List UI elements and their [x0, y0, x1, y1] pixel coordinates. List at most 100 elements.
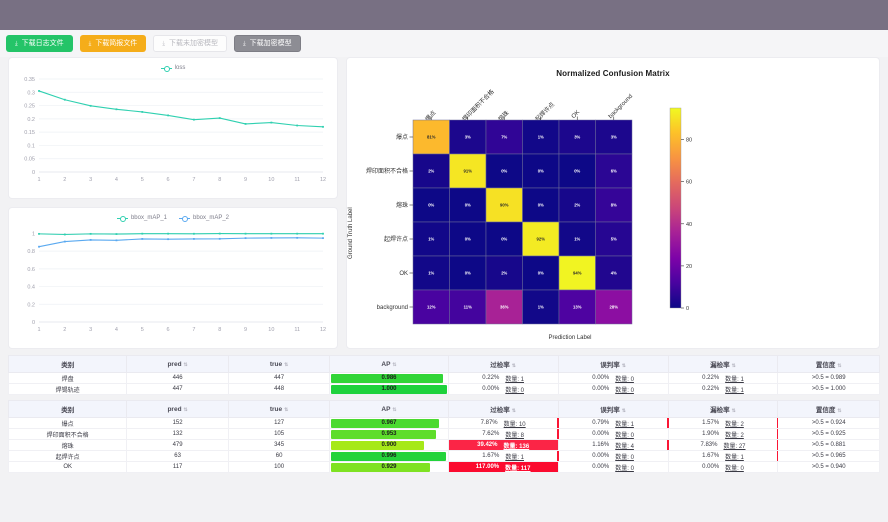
column-header-4[interactable]: 过检率 ⇅	[447, 355, 559, 373]
svg-text:1%: 1%	[574, 237, 580, 242]
column-header-1[interactable]: pred ⇅	[126, 355, 229, 373]
column-header-5[interactable]: 误判率 ⇅	[557, 400, 669, 418]
svg-text:94%: 94%	[573, 271, 582, 276]
download-unencrypted-model-button[interactable]: ⤓ 下载未加密模型	[153, 35, 227, 52]
svg-text:0: 0	[32, 170, 35, 176]
svg-text:0: 0	[32, 320, 35, 326]
legend-item-loss[interactable]: loss	[160, 65, 185, 72]
summary-table: 类别 pred ⇅ true ⇅ AP ⇅ 过检率 ⇅ 误判率 ⇅ 漏检率 ⇅ 置信度 ⇅ 焊盘 446 447 0…	[7, 355, 880, 395]
svg-text:1%: 1%	[428, 271, 434, 276]
ap-bar-fill	[331, 418, 440, 428]
table-row[interactable]: 起焊许点 63 60 0.996 1.67% 数量: 1 0.00% 数量: 0 1.67% 数量…	[7, 450, 880, 462]
confusion-matrix-xlabel: Prediction Label	[548, 335, 592, 341]
table-row[interactable]: 焊盘 446 447 0.986 0.22% 数量: 1 0.00% 数量: 0 0.22% 数量…	[7, 372, 880, 384]
rate-value: 39.42%	[477, 442, 498, 448]
legend-label-bbox-map-1: bbox_mAP_1	[130, 215, 167, 221]
svg-text:1%: 1%	[538, 305, 544, 310]
confusion-matrix-title: Normalized Confusion Matrix	[556, 69, 670, 78]
left-charts-column: loss 0 0.05 0.1 0.15 0.2 0.25 0.3 0.35 1 2 3 4 5 6 7 8 9…	[8, 57, 338, 349]
rate-quantity: 数量: 2	[725, 432, 744, 439]
ap-bar-fill	[331, 384, 447, 394]
sort-icon[interactable]: ⇅	[183, 361, 188, 368]
svg-text:92%: 92%	[537, 237, 546, 242]
sort-icon[interactable]: ⇅	[837, 363, 842, 369]
svg-text:爆点: 爆点	[396, 133, 408, 141]
ap-bar-fill	[331, 440, 424, 450]
cell-over-rate: 1.67% 数量: 1	[447, 450, 559, 462]
column-header-2[interactable]: true ⇅	[227, 355, 331, 373]
cell-true: 448	[227, 383, 331, 395]
column-header-1[interactable]: pred ⇅	[126, 400, 229, 418]
table-row[interactable]: OK 117 100 0.929 117.00% 数量: 117 0.00% 数量: 0 0.0…	[7, 461, 880, 473]
cell-miss-rate: 0.22% 数量: 1	[667, 372, 779, 384]
cell-pred: 132	[126, 428, 229, 440]
cell-miss-rate: 0.00% 数量: 0	[667, 461, 779, 473]
cell-pred: 63	[126, 450, 229, 462]
column-header-label: 漏检率	[710, 407, 730, 414]
sort-icon[interactable]: ⇅	[837, 408, 842, 414]
sort-icon[interactable]: ⇅	[621, 408, 626, 414]
column-header-4[interactable]: 过检率 ⇅	[447, 400, 559, 418]
sort-icon[interactable]: ⇅	[731, 408, 736, 414]
svg-text:36%: 36%	[500, 305, 509, 310]
sort-icon[interactable]: ⇅	[183, 406, 188, 413]
legend-item-bbox-map-1[interactable]: bbox_mAP_1	[116, 215, 167, 222]
column-header-0: 类别	[7, 355, 128, 373]
svg-text:10: 10	[268, 177, 274, 183]
svg-text:4: 4	[115, 177, 118, 183]
svg-text:28%: 28%	[610, 305, 619, 310]
download-toolbar: ⤓ 下载日志文件 ⤓ 下载简报文件 ⤓ 下载未加密模型 ⤓ 下载加密模型	[0, 30, 888, 57]
table-row[interactable]: 焊锡轨迹 447 448 1.000 0.00% 数量: 0 0.00% 数量: 0 0.22%…	[7, 383, 880, 395]
sort-icon[interactable]: ⇅	[392, 406, 397, 413]
column-header-3[interactable]: AP ⇅	[329, 400, 449, 418]
cell-over-rate: 0.00% 数量: 0	[447, 383, 559, 395]
column-header-6[interactable]: 漏检率 ⇅	[667, 400, 779, 418]
sort-icon[interactable]: ⇅	[511, 408, 516, 414]
svg-text:11: 11	[294, 327, 300, 333]
column-header-3[interactable]: AP ⇅	[329, 355, 449, 373]
ap-value: 0.986	[381, 375, 397, 381]
right-chart-column: Normalized Confusion Matrix Ground Truth…	[346, 57, 880, 349]
legend-item-bbox-map-2[interactable]: bbox_mAP_2	[179, 215, 229, 222]
svg-text:12: 12	[320, 177, 326, 183]
table-row[interactable]: 焊印面积不合格 132 105 0.953 7.62% 数量: 8 0.00% 数量: 0 1.…	[7, 428, 880, 440]
svg-text:background: background	[377, 305, 408, 311]
cell-miss-rate: 1.67% 数量: 1	[667, 450, 779, 462]
sort-icon[interactable]: ⇅	[392, 361, 397, 368]
confusion-matrix-svg: 81% 3% 7% 1% 3% 3% 爆点 2% 91% 0% 0% 0% 6% 焊印面积不合格 0% 0% 9…	[366, 107, 692, 325]
sort-icon[interactable]: ⇅	[731, 363, 736, 369]
column-header-2[interactable]: true ⇅	[227, 400, 331, 418]
svg-text:0.2: 0.2	[27, 302, 35, 308]
cell-mis-rate: 0.00% 数量: 0	[557, 383, 669, 395]
download-encrypted-model-button[interactable]: ⤓ 下载加密模型	[233, 35, 301, 52]
svg-text:1: 1	[37, 177, 40, 183]
table-row[interactable]: 爆点 152 127 0.967 7.87% 数量: 10 0.79% 数量: 1 1.57% 数…	[7, 417, 880, 429]
download-unencrypted-model-label: 下载未加密模型	[168, 40, 218, 47]
column-header-7[interactable]: 置信度 ⇅	[777, 355, 880, 373]
svg-text:0.4: 0.4	[27, 285, 35, 291]
cell-class: OK	[7, 461, 128, 473]
svg-text:4%: 4%	[611, 271, 617, 276]
column-header-7[interactable]: 置信度 ⇅	[777, 400, 880, 418]
cell-true: 345	[227, 439, 331, 451]
svg-text:12%: 12%	[427, 305, 436, 310]
svg-text:80: 80	[686, 138, 692, 144]
column-header-5[interactable]: 误判率 ⇅	[557, 355, 669, 373]
sort-icon[interactable]: ⇅	[284, 406, 289, 413]
download-report-button[interactable]: ⤓ 下载简报文件	[79, 35, 147, 52]
charts-area: loss 0 0.05 0.1 0.15 0.2 0.25 0.3 0.35 1 2 3 4 5 6 7 8 9…	[0, 57, 888, 349]
sort-icon[interactable]: ⇅	[284, 361, 289, 368]
download-log-button[interactable]: ⤓ 下载日志文件	[6, 35, 73, 52]
download-encrypted-model-label: 下载加密模型	[249, 40, 292, 47]
ap-bar-fill	[331, 429, 436, 439]
table-row[interactable]: 熔珠 479 345 0.900 39.42% 数量: 136 1.16% 数量: 4 7.83…	[7, 439, 880, 451]
column-header-label: 漏检率	[710, 362, 730, 369]
ap-bar-fill	[331, 462, 431, 472]
svg-text:8: 8	[218, 327, 221, 333]
column-header-6[interactable]: 漏检率 ⇅	[667, 355, 779, 373]
cell-over-rate: 117.00% 数量: 117	[447, 461, 559, 473]
sort-icon[interactable]: ⇅	[621, 363, 626, 369]
rate-quantity: 数量: 117	[505, 465, 531, 472]
column-header-label: 类别	[61, 407, 75, 414]
sort-icon[interactable]: ⇅	[511, 363, 516, 369]
